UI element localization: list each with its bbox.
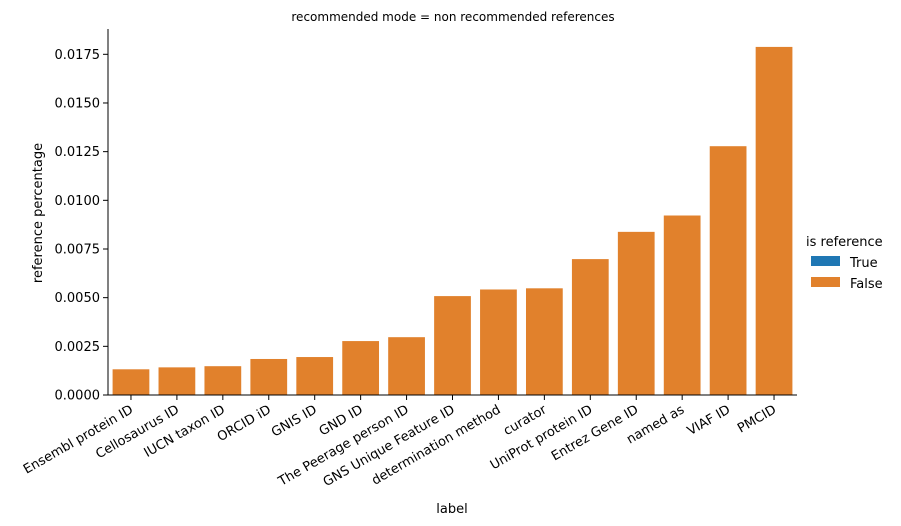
bar [755,46,793,395]
bar [250,358,288,395]
legend-swatch-true [811,256,840,266]
bar [112,369,150,395]
bars-group [112,46,793,395]
x-tick-label: GNIS ID [269,402,320,440]
bar [158,367,196,395]
y-tick-label: 0.0150 [55,96,101,111]
y-tick-label: 0.0175 [55,48,101,63]
y-tick-label: 0.0125 [55,145,101,160]
chart-title: recommended mode = non recommended refer… [291,10,614,24]
bar [204,366,242,395]
y-tick-label: 0.0050 [55,291,101,306]
y-tick-label: 0.0100 [55,194,101,209]
bar [342,341,380,395]
x-tick-label: PMCID [735,402,779,436]
bar [434,296,471,395]
bar [709,146,747,395]
bar [571,259,609,395]
y-tick-label: 0.0000 [55,389,101,404]
x-tick-label: VIAF ID [685,402,733,439]
bar [296,357,334,395]
y-tick-label: 0.0025 [55,340,101,355]
bar [663,215,701,395]
y-axis-label: reference percentage [31,143,46,283]
legend-label-false: False [850,277,883,292]
y-axis: 0.0000 0.0025 0.0050 0.0075 0.0100 0.0125 0.01… [55,29,109,404]
x-axis-label: label [436,502,467,517]
bar [617,231,655,395]
y-tick-label: 0.0075 [55,242,101,257]
bar [388,337,425,395]
legend: is reference True False [806,235,883,292]
bar [480,289,517,395]
legend-title: is reference [806,235,883,250]
bar [525,288,563,395]
legend-swatch-false [811,277,840,287]
legend-label-true: True [849,256,878,271]
